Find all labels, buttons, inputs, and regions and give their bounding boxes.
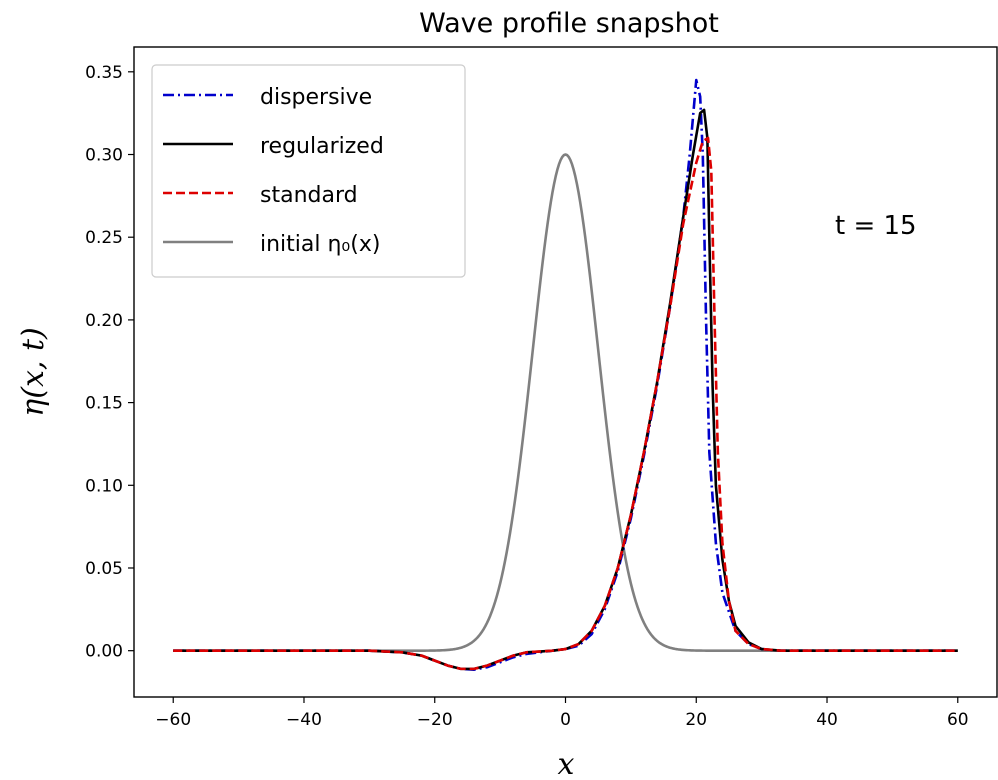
y-tick-label: 0.25 <box>85 228 123 248</box>
y-tick-label: 0.35 <box>85 63 123 83</box>
x-axis-label: x <box>558 747 575 780</box>
y-tick-label: 0.15 <box>85 394 123 414</box>
y-tick-label: 0.20 <box>85 311 123 331</box>
legend-label: dispersive <box>260 85 372 110</box>
series-line-0 <box>173 78 958 672</box>
legend-label: initial η₀(x) <box>260 232 380 257</box>
legend-label: regularized <box>260 134 384 159</box>
x-tick-label: 20 <box>685 710 707 730</box>
y-axis-ticks: 0.00 0.05 0.10 0.15 0.20 0.25 0.30 0.35 <box>85 63 134 662</box>
legend-box <box>151 64 466 278</box>
y-tick-label: 0.00 <box>85 642 123 662</box>
x-tick-label: −60 <box>155 710 191 730</box>
legend-label: standard <box>260 183 358 208</box>
x-tick-label: 40 <box>816 710 838 730</box>
time-annotation: t = 15 <box>835 211 917 241</box>
chart-title: Wave profile snapshot <box>419 8 719 39</box>
y-tick-label: 0.10 <box>85 476 123 496</box>
x-tick-label: −20 <box>417 710 453 730</box>
x-tick-label: −40 <box>286 710 322 730</box>
y-tick-label: 0.30 <box>85 146 123 166</box>
legend: dispersive regularized standard initial η₀(… <box>151 64 466 278</box>
x-tick-label: 0 <box>560 710 571 730</box>
series-layer <box>173 78 958 672</box>
x-tick-label: 60 <box>947 710 969 730</box>
y-tick-label: 0.05 <box>85 559 123 579</box>
x-axis-ticks: −60 −40 −20 0 20 40 60 <box>155 697 969 730</box>
series-line-2 <box>173 136 958 671</box>
y-axis-label: η(x, t) <box>16 327 51 416</box>
